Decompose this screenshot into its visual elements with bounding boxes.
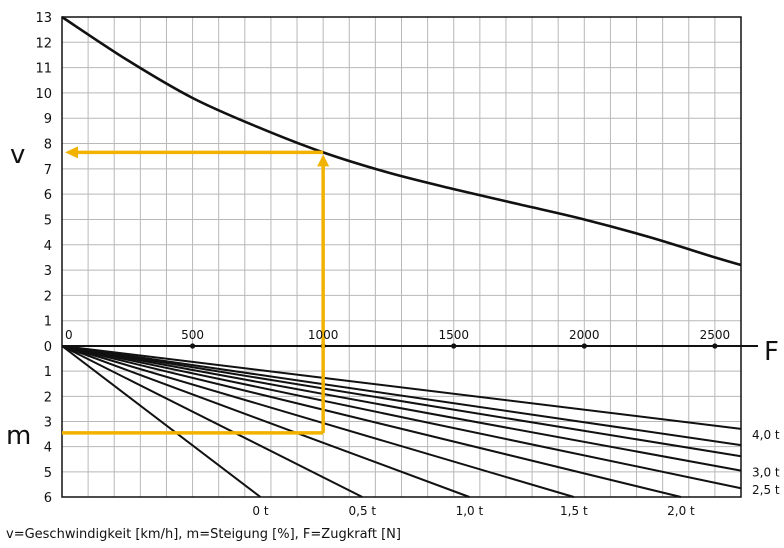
plot-frame xyxy=(61,16,742,498)
load-line xyxy=(61,345,742,430)
m-tick-label: 5 xyxy=(44,466,52,481)
load-label: 1,5 t xyxy=(560,504,588,518)
load-lines xyxy=(61,345,742,498)
v-tick-label: 8 xyxy=(44,138,52,153)
load-line xyxy=(61,345,742,472)
v-tick-label: 0 xyxy=(44,340,52,355)
f-axis-dot xyxy=(712,343,718,349)
f-axis-label: F xyxy=(764,337,779,367)
v-tick-label: 10 xyxy=(35,87,52,102)
f-tick-label: 1000 xyxy=(308,328,339,342)
load-line xyxy=(61,345,575,498)
load-label: 3,0 t xyxy=(752,466,780,480)
load-label: 2,0 t xyxy=(667,504,695,518)
v-tick-label: 11 xyxy=(35,62,52,77)
f-axis-dot xyxy=(581,343,587,349)
v-tick-label: 12 xyxy=(35,36,52,51)
chart-caption: v=Geschwindigkeit [km/h], m=Steigung [%]… xyxy=(6,527,401,542)
example-arrow-up xyxy=(317,154,330,167)
speed-curve xyxy=(61,15,742,267)
f-tick-label: 0 xyxy=(65,328,73,342)
speed-curve-group xyxy=(61,15,742,267)
f-tick-label: 1500 xyxy=(438,328,469,342)
example-arrow-left xyxy=(65,146,78,159)
load-label: 0 t xyxy=(252,504,268,518)
load-label: 4,0 t xyxy=(752,428,780,442)
v-tick-label: 13 xyxy=(35,11,52,26)
v-tick-label: 6 xyxy=(44,188,52,203)
m-tick-label: 6 xyxy=(44,491,52,506)
f-axis-dot xyxy=(189,343,196,349)
f-tick-label: 2500 xyxy=(700,328,731,342)
m-tick-label: 1 xyxy=(44,365,52,380)
load-label: 1,0 t xyxy=(456,504,484,518)
v-tick-label: 7 xyxy=(44,163,52,178)
m-tick-label: 4 xyxy=(44,441,52,456)
load-label: 2,5 t xyxy=(752,483,780,497)
load-line xyxy=(61,345,363,498)
grid xyxy=(61,16,742,498)
load-line xyxy=(61,345,742,458)
f-tick-label: 2000 xyxy=(569,328,600,342)
f-tick-label: 500 xyxy=(181,328,204,342)
load-line xyxy=(61,345,742,447)
load-line xyxy=(61,345,262,498)
load-label: 0,5 t xyxy=(349,504,377,518)
v-tick-label: 5 xyxy=(44,213,52,228)
m-axis-label: m xyxy=(6,421,31,451)
f-axis-dot xyxy=(451,343,457,349)
v-axis-label: v xyxy=(10,140,25,170)
v-tick-label: 3 xyxy=(44,264,52,279)
v-tick-label: 1 xyxy=(44,315,52,330)
load-line xyxy=(61,345,742,490)
v-tick-label: 2 xyxy=(44,289,52,304)
m-tick-label: 3 xyxy=(44,416,52,431)
load-line xyxy=(61,345,470,498)
load-line xyxy=(61,345,682,498)
v-tick-label: 4 xyxy=(44,239,52,254)
m-tick-label: 2 xyxy=(44,390,52,405)
v-tick-label: 9 xyxy=(44,112,52,127)
example-lookup xyxy=(62,146,330,435)
